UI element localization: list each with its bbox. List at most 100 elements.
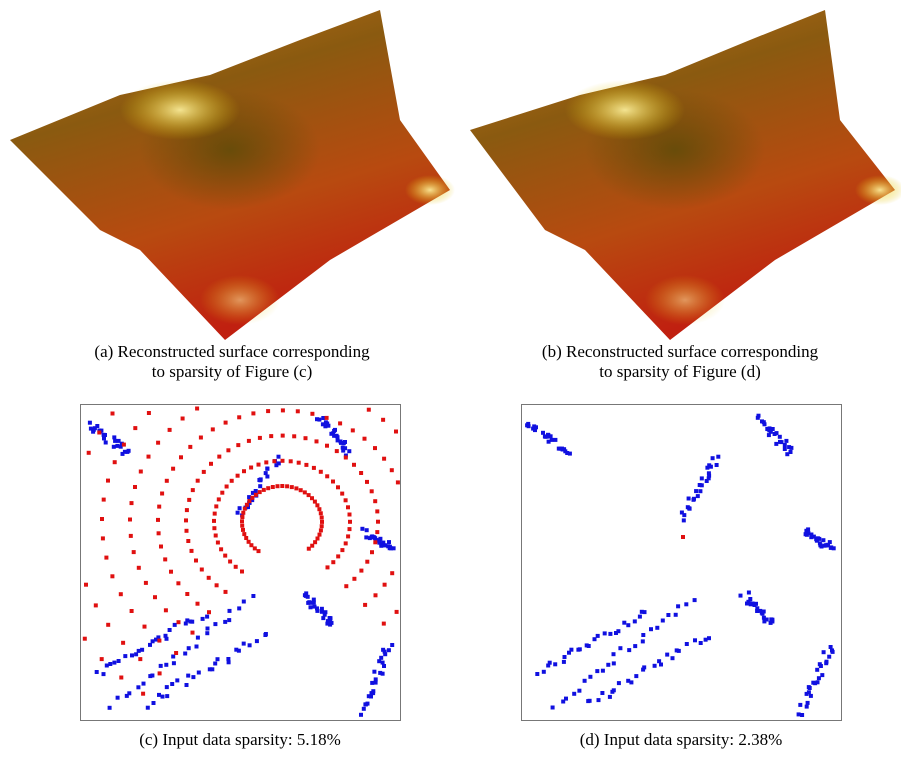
sample-dot	[237, 649, 241, 653]
sample-dot	[612, 688, 616, 692]
sample-dot	[254, 489, 258, 493]
sample-dot	[113, 439, 117, 443]
sample-dot	[113, 460, 117, 464]
sample-dot	[815, 668, 819, 672]
sample-dot	[805, 705, 809, 709]
sample-dot	[700, 483, 704, 487]
sample-dot	[304, 463, 308, 467]
sample-dot	[381, 541, 385, 545]
sample-dot	[601, 669, 605, 673]
sample-dot	[542, 670, 546, 674]
sample-dot	[132, 550, 136, 554]
sample-dot	[597, 698, 601, 702]
sample-dot	[115, 444, 119, 448]
sample-dot	[548, 661, 552, 665]
sample-dot	[244, 536, 248, 540]
sample-dot	[785, 452, 789, 456]
sample-dot	[774, 442, 778, 446]
sample-dot	[207, 610, 211, 614]
sample-dot	[693, 638, 697, 642]
sample-dot	[121, 452, 125, 456]
sample-dot	[172, 661, 176, 665]
sample-dot	[247, 540, 251, 544]
sample-dot	[371, 689, 375, 693]
sample-dot	[588, 699, 592, 703]
sample-dot	[277, 455, 281, 459]
sample-dot	[217, 455, 221, 459]
sample-dot	[336, 435, 340, 439]
sample-dot	[572, 692, 576, 696]
sample-dot	[146, 706, 150, 710]
sample-dot	[364, 535, 368, 539]
sample-dot	[112, 661, 116, 665]
sample-dot	[340, 548, 344, 552]
sample-dot	[141, 692, 145, 696]
sample-dot	[243, 507, 247, 511]
sample-dot	[367, 408, 371, 412]
sample-dot	[390, 643, 394, 647]
sample-dot	[191, 675, 195, 679]
sample-dot	[194, 559, 198, 563]
sample-dot	[317, 507, 321, 511]
sample-dot	[100, 657, 104, 661]
sample-dot	[778, 435, 782, 439]
sample-dot	[820, 673, 824, 677]
sample-dot	[187, 498, 191, 502]
sample-dot	[104, 556, 108, 560]
sample-dot	[344, 584, 348, 588]
sample-dot	[104, 441, 108, 445]
sample-dot	[105, 664, 109, 668]
sample-dot	[315, 439, 319, 443]
sample-dot	[784, 439, 788, 443]
sample-dot	[383, 583, 387, 587]
sample-dot	[388, 545, 392, 549]
sample-dot	[179, 455, 183, 459]
sample-dot	[343, 446, 347, 450]
sample-dot	[336, 485, 340, 489]
sample-dot	[627, 648, 631, 652]
sample-dot	[199, 436, 203, 440]
sample-dot	[133, 426, 137, 430]
sample-dot	[655, 626, 659, 630]
sample-dot	[640, 610, 644, 614]
sample-dot	[390, 571, 394, 575]
sample-dot	[266, 486, 270, 490]
sample-dot	[240, 570, 244, 574]
sample-dot	[534, 425, 538, 429]
sample-dot	[716, 455, 720, 459]
sample-dot	[747, 591, 751, 595]
sample-dot	[313, 540, 317, 544]
sample-dot	[219, 547, 223, 551]
sample-dot	[230, 479, 234, 483]
sample-dot	[130, 653, 134, 657]
sample-dot	[707, 636, 711, 640]
sample-dot	[299, 488, 303, 492]
sample-dot	[214, 504, 218, 508]
sample-dot	[325, 416, 329, 420]
sample-dot	[375, 530, 379, 534]
sample-dot	[319, 470, 323, 474]
sample-dot	[271, 485, 275, 489]
sample-dot	[387, 540, 391, 544]
sample-dot	[312, 601, 316, 605]
sample-dot	[87, 451, 91, 455]
sample-dot	[139, 470, 143, 474]
sample-dot	[359, 713, 363, 717]
sample-dot	[176, 581, 180, 585]
sample-dot	[687, 497, 691, 501]
sample-dot	[205, 631, 209, 635]
sample-dot	[95, 424, 99, 428]
sample-dot	[682, 518, 686, 522]
sample-dot	[527, 424, 531, 428]
sample-dot	[715, 463, 719, 467]
sample-dot	[186, 539, 190, 543]
sample-dot	[739, 594, 743, 598]
sample-dot	[348, 520, 352, 524]
sample-dot	[600, 691, 604, 695]
sample-dot	[205, 615, 209, 619]
sample-dot	[264, 471, 268, 475]
sample-dot	[122, 443, 126, 447]
sample-dot	[211, 427, 215, 431]
sample-dot	[365, 480, 369, 484]
sample-dot	[200, 568, 204, 572]
